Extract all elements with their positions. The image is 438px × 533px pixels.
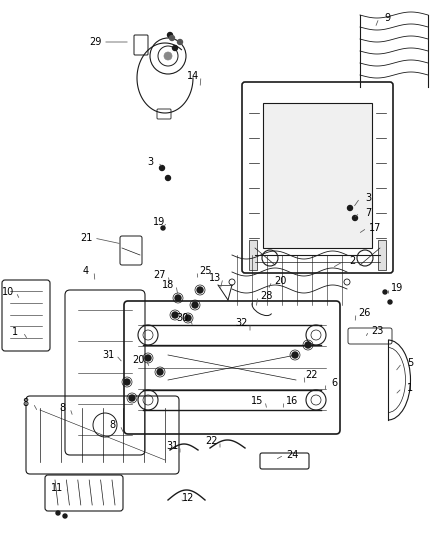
Circle shape xyxy=(157,369,163,375)
Text: 14: 14 xyxy=(187,71,199,81)
Circle shape xyxy=(353,215,357,221)
Text: 11: 11 xyxy=(51,483,63,493)
Text: 5: 5 xyxy=(407,358,413,368)
Text: 22: 22 xyxy=(306,370,318,380)
Bar xyxy=(249,240,257,270)
Circle shape xyxy=(56,511,60,515)
Text: 31: 31 xyxy=(166,441,178,451)
Circle shape xyxy=(164,52,172,60)
Text: 10: 10 xyxy=(2,287,14,297)
Text: 19: 19 xyxy=(153,217,165,227)
Text: 6: 6 xyxy=(331,378,337,388)
Text: 8: 8 xyxy=(59,403,65,413)
Circle shape xyxy=(63,514,67,518)
Text: 1: 1 xyxy=(12,327,18,337)
Text: 3: 3 xyxy=(365,193,371,203)
Circle shape xyxy=(145,355,151,361)
Text: 32: 32 xyxy=(236,318,248,328)
Circle shape xyxy=(292,352,298,358)
Text: 8: 8 xyxy=(22,398,28,408)
Circle shape xyxy=(170,36,174,41)
Text: 31: 31 xyxy=(102,350,114,360)
Text: 17: 17 xyxy=(369,223,381,233)
Text: 12: 12 xyxy=(182,493,194,503)
Circle shape xyxy=(167,33,173,37)
Text: 15: 15 xyxy=(251,396,263,406)
Text: 26: 26 xyxy=(358,308,370,318)
Circle shape xyxy=(177,39,183,44)
Text: 18: 18 xyxy=(162,280,174,290)
Text: 16: 16 xyxy=(286,396,298,406)
Text: 7: 7 xyxy=(365,208,371,218)
Text: 8: 8 xyxy=(109,420,115,430)
Circle shape xyxy=(185,315,191,321)
Circle shape xyxy=(192,302,198,308)
Bar xyxy=(263,103,372,248)
Text: 29: 29 xyxy=(89,37,101,47)
Text: 20: 20 xyxy=(132,355,144,365)
Circle shape xyxy=(383,290,387,294)
Text: 1: 1 xyxy=(407,383,413,393)
Circle shape xyxy=(129,395,135,401)
Circle shape xyxy=(124,379,130,385)
Text: 3: 3 xyxy=(147,157,153,167)
Text: 22: 22 xyxy=(206,436,218,446)
Circle shape xyxy=(161,226,165,230)
Bar xyxy=(378,240,386,270)
Circle shape xyxy=(347,206,353,211)
Text: 23: 23 xyxy=(371,326,383,336)
Circle shape xyxy=(305,342,311,348)
Text: 30: 30 xyxy=(176,313,188,323)
Text: 2: 2 xyxy=(349,256,355,266)
Circle shape xyxy=(175,295,181,301)
Circle shape xyxy=(197,287,203,293)
Circle shape xyxy=(388,300,392,304)
Circle shape xyxy=(166,175,170,181)
Circle shape xyxy=(172,312,178,318)
Text: 13: 13 xyxy=(209,273,221,283)
Circle shape xyxy=(173,45,177,51)
Text: 28: 28 xyxy=(260,291,272,301)
Text: 27: 27 xyxy=(154,270,166,280)
Text: 20: 20 xyxy=(274,276,286,286)
Text: 24: 24 xyxy=(286,450,298,460)
Text: 21: 21 xyxy=(80,233,92,243)
Text: 9: 9 xyxy=(384,13,390,23)
Circle shape xyxy=(159,166,165,171)
Text: 19: 19 xyxy=(391,283,403,293)
Text: 4: 4 xyxy=(83,266,89,276)
Text: 25: 25 xyxy=(199,266,211,276)
